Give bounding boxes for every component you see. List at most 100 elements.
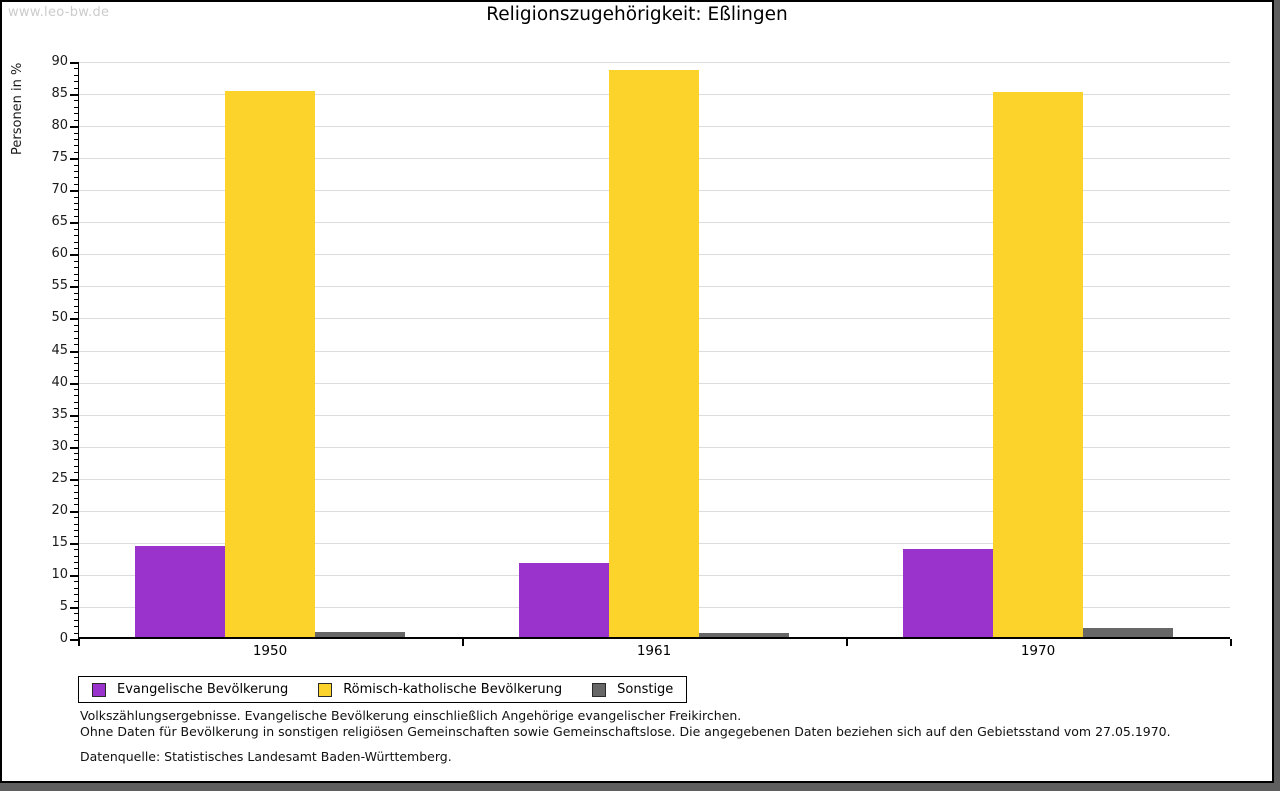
y-axis-tick [70, 351, 78, 353]
y-axis-tick [70, 543, 78, 545]
y-axis-minor-tick [74, 242, 78, 243]
y-axis-tick [70, 447, 78, 449]
y-axis-minor-tick [74, 581, 78, 582]
y-axis-tick [70, 222, 78, 224]
bar-1961-series-1 [609, 70, 699, 637]
y-axis-minor-tick [74, 216, 78, 217]
footnote-line-1: Volkszählungsergebnisse. Evangelische Be… [80, 708, 742, 723]
y-axis-tick [70, 158, 78, 160]
y-axis-minor-tick [74, 88, 78, 89]
y-axis-minor-tick [74, 530, 78, 531]
y-axis-minor-tick [74, 402, 78, 403]
bar-1950-series-1 [225, 91, 315, 637]
y-axis-minor-tick [74, 472, 78, 473]
y-axis-minor-tick [74, 601, 78, 602]
y-axis-minor-tick [74, 68, 78, 69]
bar-1961-series-0 [519, 563, 609, 637]
y-axis-tick-label: 70 [51, 182, 68, 197]
y-axis-minor-tick [74, 331, 78, 332]
y-axis-minor-tick [74, 613, 78, 614]
y-axis-minor-tick [74, 568, 78, 569]
y-axis-minor-tick [74, 133, 78, 134]
legend-swatch [318, 682, 333, 697]
y-axis-minor-tick [74, 203, 78, 204]
y-axis-tick-label: 75 [51, 150, 68, 165]
y-axis-tick [70, 286, 78, 288]
y-axis-tick-label: 45 [51, 343, 68, 358]
y-axis-minor-tick [74, 427, 78, 428]
y-axis-tick [70, 415, 78, 417]
plot-area: 0 5 10 15 20 25 30 35 40 45 50 55 60 65 70 75 80 85 90 1950… [2, 2, 1272, 781]
y-axis-minor-tick [74, 120, 78, 121]
legend-label: Evangelische Bevölkerung [117, 682, 289, 697]
y-axis-tick-label: 15 [51, 535, 68, 550]
y-axis-tick-label: 25 [51, 471, 68, 486]
legend-item-2: Sonstige [592, 682, 673, 697]
x-axis-tick [1230, 639, 1232, 646]
y-axis-minor-tick [74, 466, 78, 467]
y-axis-minor-tick [74, 370, 78, 371]
y-axis-minor-tick [74, 338, 78, 339]
footnote-line-2: Ohne Daten für Bevölkerung in sonstigen … [80, 723, 1171, 739]
bar-1961-series-2 [699, 633, 789, 637]
y-axis-minor-tick [74, 536, 78, 537]
y-axis-tick-label: 80 [51, 118, 68, 133]
y-axis-minor-tick [74, 177, 78, 178]
y-axis-minor-tick [74, 267, 78, 268]
y-axis-tick-label: 60 [51, 246, 68, 261]
y-axis-tick-label: 5 [59, 599, 68, 614]
y-axis-minor-tick [74, 184, 78, 185]
footnotes: Volkszählungsergebnisse. Evangelische Be… [80, 708, 1171, 765]
y-axis-minor-tick [74, 139, 78, 140]
y-axis-minor-tick [74, 312, 78, 313]
y-axis-tick [70, 383, 78, 385]
y-axis-tick-label: 30 [51, 439, 68, 454]
y-axis-minor-tick [74, 421, 78, 422]
y-axis-tick [70, 94, 78, 96]
y-axis-minor-tick [74, 145, 78, 146]
legend: Evangelische Bevölkerung Römisch-katholis… [78, 676, 688, 703]
y-axis-minor-tick [74, 357, 78, 358]
y-axis-minor-tick [74, 453, 78, 454]
y-axis-tick [70, 318, 78, 320]
y-axis-tick [70, 254, 78, 256]
y-axis-tick-label: 0 [59, 631, 68, 646]
x-axis-tick [462, 639, 464, 646]
y-axis-tick-label: 90 [51, 54, 68, 69]
legend-label: Sonstige [617, 682, 674, 697]
y-axis-minor-tick [74, 408, 78, 409]
y-axis-minor-tick [74, 556, 78, 557]
y-axis-minor-tick [74, 293, 78, 294]
y-axis-minor-tick [74, 209, 78, 210]
y-axis-minor-tick [74, 459, 78, 460]
y-axis-minor-tick [74, 363, 78, 364]
y-axis-minor-tick [74, 299, 78, 300]
x-axis-tick [846, 639, 848, 646]
bar-1970-series-0 [903, 549, 993, 637]
bar-1970-series-1 [993, 92, 1083, 637]
chart-title: Religionszugehörigkeit: Eßlingen [486, 4, 788, 25]
watermark: www.leo-bw.de [8, 5, 110, 20]
y-axis-tick [70, 126, 78, 128]
y-axis-minor-tick [74, 152, 78, 153]
y-axis-minor-tick [74, 248, 78, 249]
y-axis-tick-label: 50 [51, 310, 68, 325]
y-axis-minor-tick [74, 588, 78, 589]
y-axis-minor-tick [74, 100, 78, 101]
y-axis-tick-label: 35 [51, 407, 68, 422]
x-axis-tick [78, 639, 80, 646]
y-axis-minor-tick [74, 165, 78, 166]
axes-frame [78, 62, 1230, 639]
y-axis-tick-label: 85 [51, 86, 68, 101]
y-axis-minor-tick [74, 280, 78, 281]
y-axis-minor-tick [74, 235, 78, 236]
y-axis-minor-tick [74, 376, 78, 377]
y-axis-tick-label: 40 [51, 375, 68, 390]
y-axis-minor-tick [74, 594, 78, 595]
y-axis-minor-tick [74, 549, 78, 550]
legend-item-1: Römisch-katholische Bevölkerung [318, 682, 562, 697]
y-axis-minor-tick [74, 325, 78, 326]
y-axis-minor-tick [74, 274, 78, 275]
y-axis-tick [70, 511, 78, 513]
